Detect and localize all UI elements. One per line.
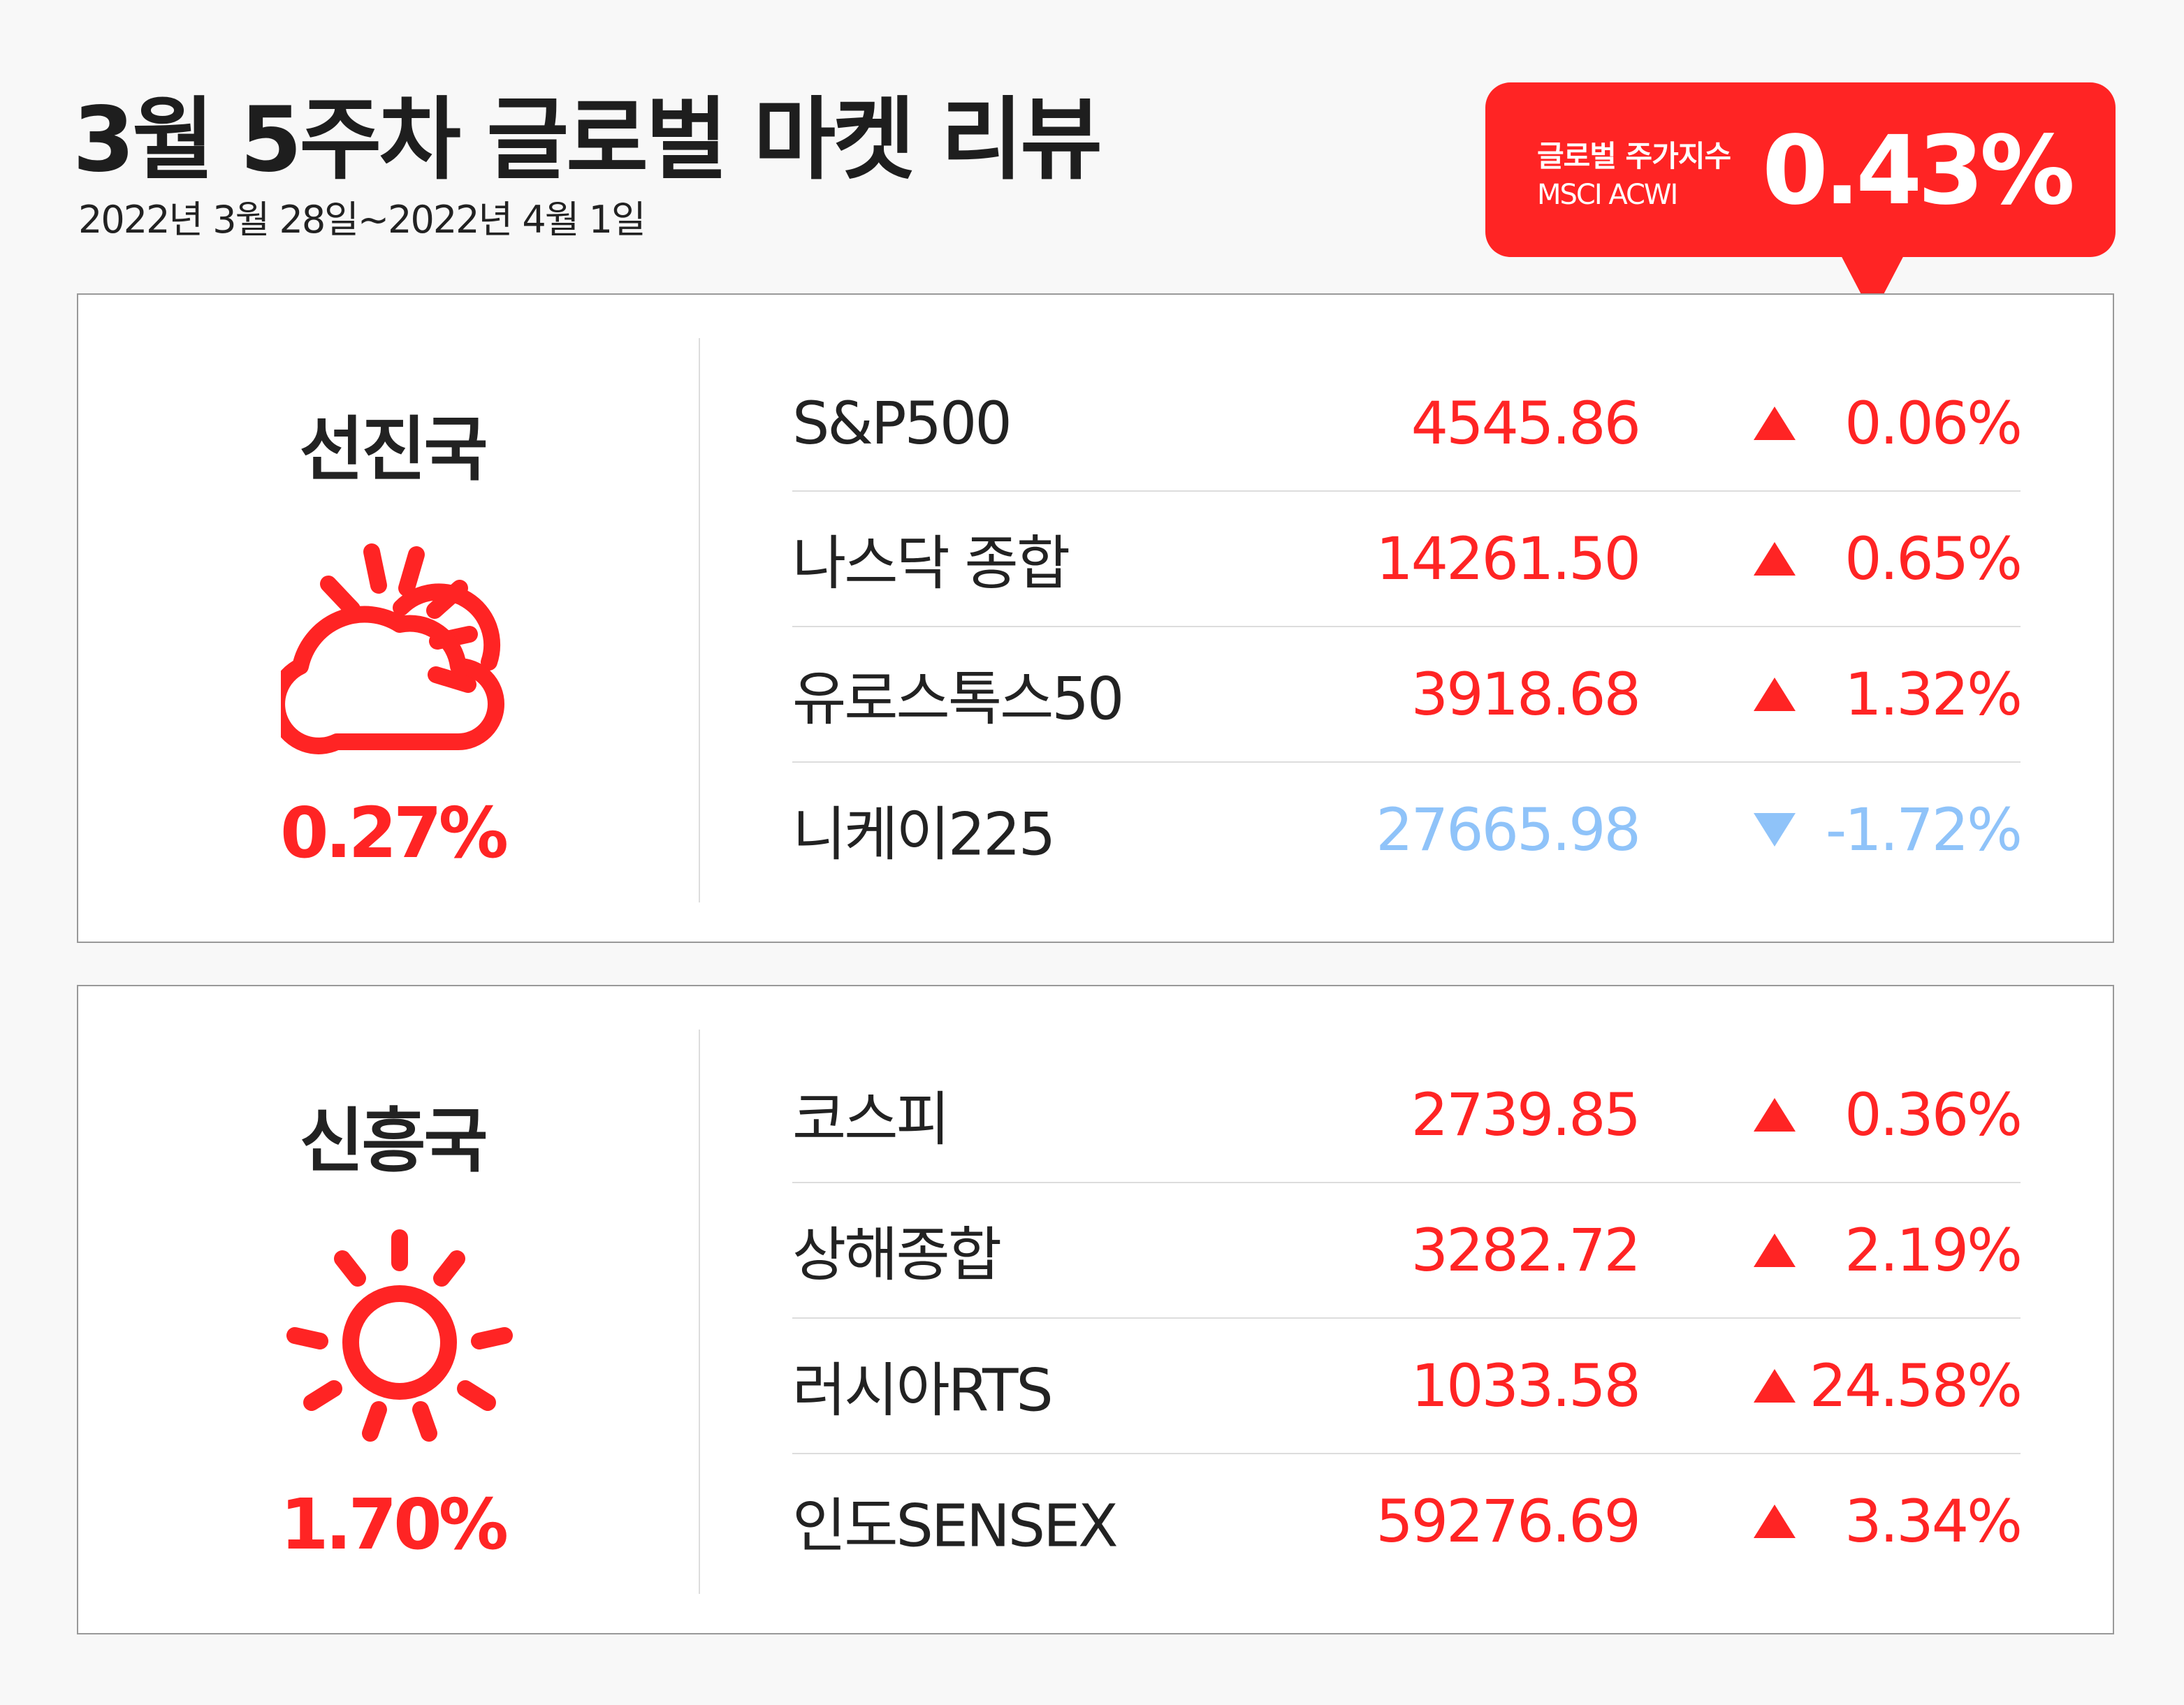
index-value: 3918.68 [1411,660,1641,729]
index-name: 상해종합 [792,1220,1002,1289]
index-row: 코스피 2739.85 0.36% [792,1048,2023,1183]
index-name: 유로스톡스50 [792,664,1124,733]
developed-markets-panel: 선진국 0.27% S&P500 4545.86 0.06% 나스닥 종합 14261.… [77,293,2114,943]
global-index-badge: 글로벌 주가지수 MSCI ACWI 0.43% [1485,82,2116,257]
index-name: 니케이225 [792,800,1056,869]
divider [699,1030,700,1594]
index-change: 3.34% [1844,1487,2023,1556]
index-name: S&P500 [792,389,1012,458]
index-value: 1033.58 [1411,1352,1641,1420]
triangle-up-icon [1754,1234,1796,1267]
index-value: 3282.72 [1411,1216,1641,1285]
divider [699,338,700,902]
index-row: 러시아RTS 1033.58 24.58% [792,1319,2023,1454]
index-value: 14261.50 [1376,525,1641,593]
triangle-up-icon [1754,407,1796,440]
badge-index-name: MSCI ACWI [1537,179,1678,211]
index-row: 니케이225 27665.98 -1.72% [792,763,2023,897]
index-row: S&P500 4545.86 0.06% [792,356,2023,492]
index-name: 코스피 [792,1085,950,1154]
date-range: 2022년 3월 28일~2022년 4월 1일 [78,198,646,242]
index-name: 인도SENSEX [792,1491,1119,1560]
page-title: 3월 5주차 글로벌 마켓 리뷰 [73,88,1102,192]
region-change: 0.27% [280,792,509,874]
triangle-up-icon [1754,1098,1796,1132]
index-name: 러시아RTS [792,1356,1054,1425]
index-change: 0.65% [1844,525,2023,593]
index-row: 나스닥 종합 14261.50 0.65% [792,492,2023,627]
index-name: 나스닥 종합 [792,529,1070,598]
index-change: 2.19% [1844,1216,2023,1285]
index-change: 1.32% [1844,660,2023,729]
triangle-down-icon [1754,813,1796,847]
index-row: 유로스톡스50 3918.68 1.32% [792,627,2023,763]
index-value: 2739.85 [1411,1081,1641,1149]
triangle-up-icon [1754,542,1796,576]
index-value: 4545.86 [1411,389,1641,458]
index-value: 27665.98 [1376,796,1641,864]
emerging-markets-panel: 신흥국 1.70% 코스피 2739.85 0.36% 상해종합 3282.72 2.19… [77,985,2114,1634]
index-change: 24.58% [1809,1352,2023,1420]
triangle-up-icon [1754,678,1796,711]
partly-sunny-icon [281,543,504,754]
index-change: 0.06% [1844,389,2023,458]
index-value: 59276.69 [1376,1487,1641,1556]
index-change: -1.72% [1825,796,2023,864]
triangle-up-icon [1754,1505,1796,1538]
region-name: 선진국 [299,409,488,490]
region-change: 1.70% [280,1484,509,1565]
triangle-up-icon [1754,1369,1796,1403]
index-row: 인도SENSEX 59276.69 3.34% [792,1454,2023,1588]
index-row: 상해종합 3282.72 2.19% [792,1183,2023,1319]
sun-icon [286,1229,513,1442]
badge-value: 0.43% [1762,116,2075,226]
badge-label: 글로벌 주가지수 [1537,139,1731,173]
index-change: 0.36% [1844,1081,2023,1149]
region-name: 신흥국 [299,1100,488,1182]
